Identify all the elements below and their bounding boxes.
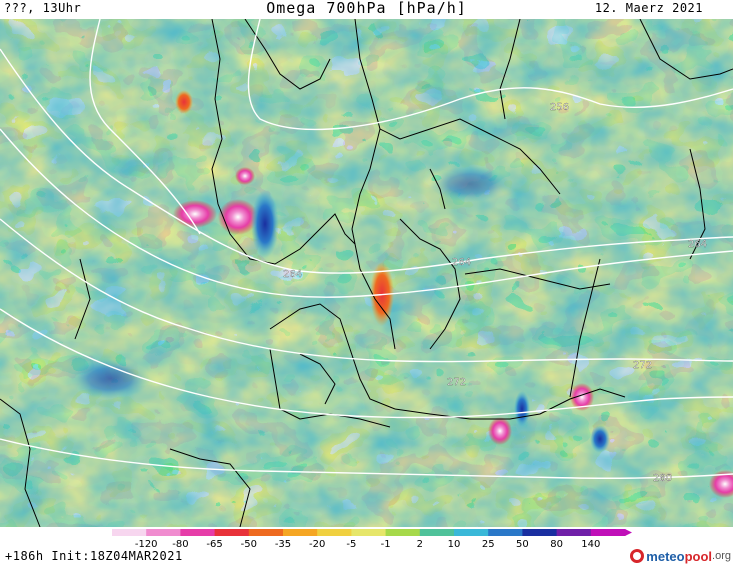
scale-label: -1 [381,539,391,550]
scale-label: -50 [241,539,257,550]
scale-label: -20 [309,539,325,550]
contour-label: 272 [447,377,466,388]
scale-swatch [522,529,558,536]
scale-label: -35 [275,539,291,550]
scale-label: 25 [482,539,495,550]
valid-date-label: 12. Maerz 2021 [594,1,703,15]
scale-label: -120 [135,539,158,550]
meteopool-logo-icon [630,549,645,563]
run-info: +186h Init:18Z04MAR2021 [5,549,183,563]
scale-swatch [214,529,250,536]
scale-swatches [112,529,632,536]
contour-labels: 256 264 264 264 272 272 280 [283,102,707,484]
scale-swatch [385,529,421,536]
contour-label: 280 [653,473,672,484]
scale-swatch [556,529,592,536]
color-scale: -120 -80 -65 -50 -35 -20 -5 -1 2 10 25 50 80 140 [112,529,632,550]
logo-text-org: .org [712,550,731,562]
map-title: Omega 700hPa [hPa/h] [266,0,467,17]
scale-label: 10 [448,539,461,550]
isohypse-contours [0,19,733,479]
scale-label: 50 [516,539,529,550]
scale-labels: -120 -80 -65 -50 -35 -20 -5 -1 2 10 25 50 80 140 [135,539,600,550]
scale-swatch [283,529,318,536]
scale-swatch [590,529,626,536]
scale-label: -65 [206,539,222,550]
omega-map: 256 264 264 264 272 272 280 [0,19,733,527]
scale-label: 140 [581,539,600,550]
coastlines [0,19,733,527]
scale-swatch [248,529,284,536]
scale-label: -5 [346,539,356,550]
footer-bar: -120 -80 -65 -50 -35 -20 -5 -1 2 10 25 50 80 140 +186… [0,527,733,566]
scale-swatch [317,529,352,536]
contour-label: 264 [688,239,707,250]
scale-swatch [454,529,489,536]
scale-swatch [146,529,181,536]
contour-label: 272 [633,360,652,371]
logo-text-pool: pool [684,548,713,564]
header-bar: ???, 13Uhr Omega 700hPa [hPa/h] 12. Maer… [0,0,733,19]
scale-label: 80 [550,539,563,550]
scale-swatch [488,529,523,536]
scale-swatch [351,529,387,536]
scale-swatch [419,529,455,536]
contour-label: 264 [452,257,471,268]
field-highlights [70,90,733,498]
logo-text-meteo: meteo [646,548,685,564]
valid-time-label: ???, 13Uhr [4,1,82,15]
contour-label: 264 [283,269,302,280]
contour-label: 256 [550,102,569,113]
scale-arrow-right [625,529,632,536]
scale-label: -80 [172,539,188,550]
meteopool-logo: meteo pool .org [630,547,731,565]
scale-label: 2 [417,539,423,550]
scale-swatch [112,529,147,536]
scale-swatch [180,529,216,536]
